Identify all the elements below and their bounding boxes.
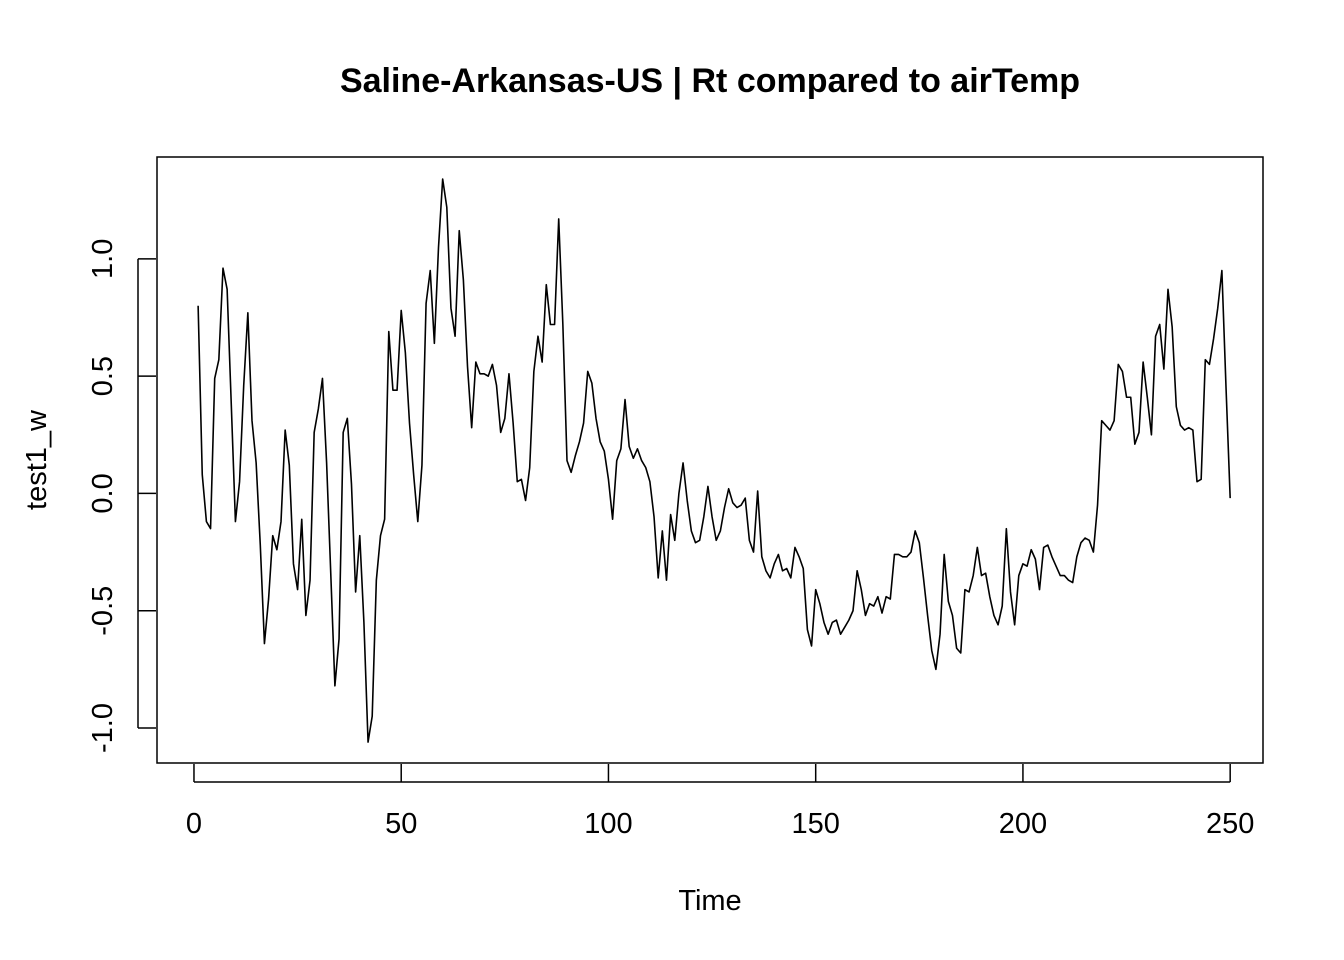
x-tick-label: 50 bbox=[385, 808, 417, 840]
y-tick-label: 1.0 bbox=[87, 239, 119, 279]
y-tick-label: 0.0 bbox=[87, 473, 119, 513]
y-tick-label: 0.5 bbox=[87, 356, 119, 396]
y-axis-label: test1_w bbox=[21, 409, 53, 510]
x-tick-label: 250 bbox=[1206, 808, 1254, 840]
y-axis: -1.0 -0.5 0.0 0.5 1.0 bbox=[87, 239, 156, 753]
y-tick-label: -1.0 bbox=[87, 703, 119, 753]
x-tick-label: 200 bbox=[999, 808, 1047, 840]
x-tick-label: 0 bbox=[186, 808, 202, 840]
x-axis-label: Time bbox=[678, 885, 741, 917]
x-tick-label: 100 bbox=[584, 808, 632, 840]
chart-title: Saline-Arkansas-US | Rt compared to airT… bbox=[340, 62, 1080, 100]
x-tick-label: 150 bbox=[791, 808, 839, 840]
x-axis: 0 50 100 150 200 250 bbox=[186, 764, 1254, 840]
plot-frame bbox=[156, 156, 1264, 764]
series-line bbox=[197, 178, 1231, 743]
y-tick-label: -0.5 bbox=[87, 586, 119, 636]
